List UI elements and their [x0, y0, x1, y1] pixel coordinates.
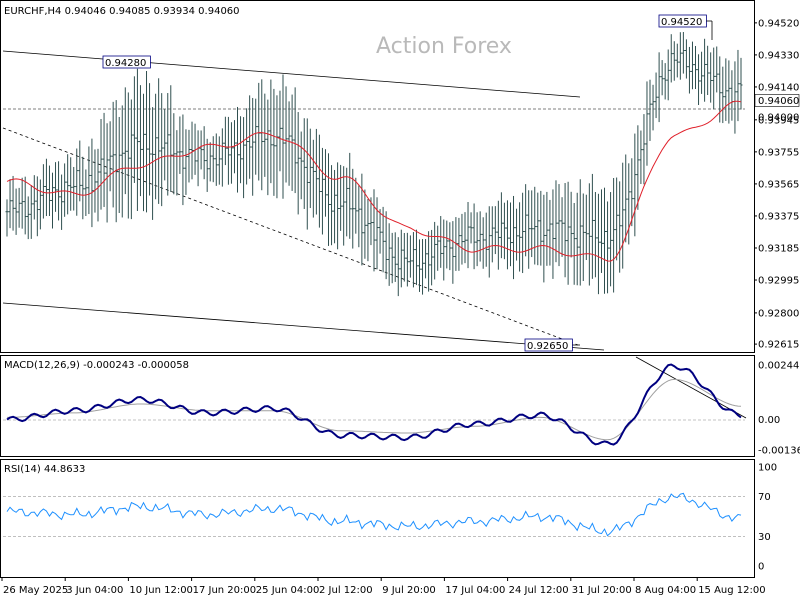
time-tick-label: 8 Aug 04:00 — [635, 585, 696, 596]
price-panel-frame — [0, 0, 755, 353]
current-price-label: 0.94060 — [758, 96, 799, 107]
moving-average — [6, 100, 742, 262]
price-tick-label: 0.92995 — [758, 276, 799, 287]
time-tick-label: 26 May 2025 — [3, 585, 68, 596]
price-tick-label: 0.92615 — [758, 340, 799, 351]
annotation-low: 0.92650 — [527, 341, 568, 352]
macd-tick-label: 0.002445 — [758, 361, 800, 372]
annotation-high: 0.94520 — [661, 17, 702, 28]
macd-line — [6, 363, 742, 446]
annotations: 0.94520 0.94280 0.92650 — [102, 14, 713, 352]
rsi-tick-label: 70 — [758, 492, 771, 503]
rsi-tick-label: 30 — [758, 532, 771, 543]
annotation-mid-high-box — [102, 55, 151, 69]
price-axis: 0.94520 0.94330 0.94140 0.93945 0.93755 0.935… — [754, 18, 800, 351]
time-tick-label: 3 Jun 04:00 — [66, 585, 123, 596]
macd-tick-label: 0.00 — [758, 415, 780, 426]
time-tick-label: 17 Jun 20:00 — [193, 585, 257, 596]
price-tick-label: 0.94140 — [758, 82, 799, 93]
time-tick-label: 9 Jul 20:00 — [382, 585, 436, 596]
price-tick-label: 0.94330 — [758, 50, 799, 61]
time-tick-label: 2 Jul 12:00 — [319, 585, 373, 596]
macd-layer: 0.002445 0.00 -0.00136 — [6, 361, 800, 457]
price-tick-label: 0.93375 — [758, 211, 799, 222]
level-price-label: 0.94000 — [758, 113, 799, 124]
macd-signal-line — [7, 378, 742, 441]
trendline-upper-channel — [2, 50, 581, 98]
time-tick-label: 10 Jun 12:00 — [129, 585, 193, 596]
rsi-panel-frame — [0, 459, 755, 578]
trendline-lower-channel — [2, 302, 605, 351]
macd-panel-frame — [0, 355, 755, 457]
time-tick-label: 24 Jul 12:00 — [509, 585, 569, 596]
time-tick-label: 15 Aug 12:00 — [698, 585, 765, 596]
watermark-text: Action Forex — [376, 34, 512, 59]
moving-average-line — [6, 100, 742, 262]
price-tick-label: 0.93755 — [758, 147, 799, 158]
annotation-mid-high: 0.94280 — [105, 58, 146, 69]
price-tick-label: 0.93565 — [758, 179, 799, 190]
macd-trendline — [635, 356, 747, 419]
price-tick-label: 0.93185 — [758, 243, 799, 254]
trendlines — [2, 50, 747, 421]
symbol-header: EURCHF,H4 0.94046 0.94085 0.93934 0.9406… — [4, 6, 240, 17]
rsi-tick-label: 0 — [758, 562, 764, 573]
time-tick-label: 25 Jun 04:00 — [256, 585, 320, 596]
rsi-tick-label: 100 — [758, 463, 777, 474]
current-price-box — [754, 94, 800, 107]
price-tick-label: 0.92800 — [758, 308, 799, 319]
time-tick-label: 31 Jul 20:00 — [572, 585, 632, 596]
macd-tick-label: -0.00136 — [758, 446, 800, 457]
price-tick-label: 0.93945 — [758, 115, 799, 126]
rsi-layer: 100 70 30 0 — [3, 463, 777, 573]
time-tick-label: 17 Jul 04:00 — [445, 585, 505, 596]
rsi-label: RSI(14) 44.8633 — [4, 464, 85, 475]
macd-label: MACD(12,26,9) -0.000243 -0.000058 — [4, 360, 189, 371]
rsi-line — [6, 492, 742, 537]
trendline-dashed-support — [2, 127, 579, 346]
price-bars — [5, 32, 743, 297]
price-tick-label: 0.94520 — [758, 18, 799, 29]
